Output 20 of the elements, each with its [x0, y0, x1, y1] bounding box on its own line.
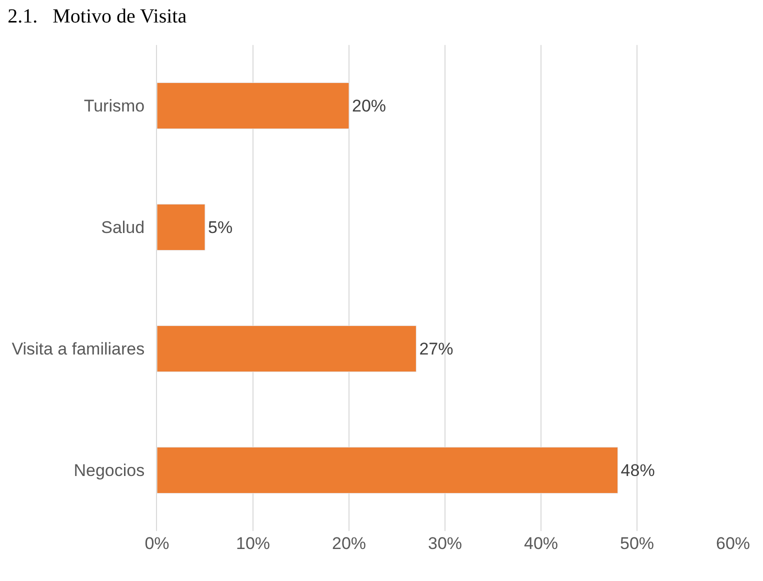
y-tick-label: Negocios: [74, 461, 145, 480]
x-tick-label: 50%: [620, 534, 654, 553]
y-tick-label: Salud: [101, 218, 145, 238]
data-label: 27%: [419, 339, 454, 358]
chart-title: 2.1. Motivo de Visita: [8, 6, 187, 28]
bar: [157, 446, 618, 494]
data-label: 48%: [620, 460, 655, 480]
x-tick-label: 10%: [236, 534, 270, 553]
bar: [157, 204, 206, 251]
data-label: 5%: [208, 218, 233, 237]
x-tick-label: 20%: [332, 534, 366, 553]
y-tick-label: Visita a familiares: [12, 340, 145, 359]
x-tick-label: 60%: [716, 534, 750, 553]
y-tick-label: Turismo: [84, 96, 145, 116]
x-tick-label: 30%: [428, 534, 462, 553]
x-tick-label: 40%: [524, 534, 558, 553]
data-label: 20%: [352, 96, 386, 116]
x-tick-label: 0%: [144, 534, 170, 553]
bar: [157, 325, 416, 372]
bar: [157, 82, 350, 130]
